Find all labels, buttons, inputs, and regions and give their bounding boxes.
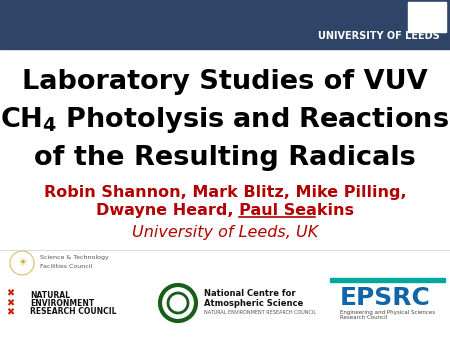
Text: National Centre for: National Centre for [204, 290, 296, 298]
Text: Facilities Council: Facilities Council [40, 265, 92, 269]
Text: Robin Shannon, Mark Blitz, Mike Pilling,: Robin Shannon, Mark Blitz, Mike Pilling, [44, 185, 406, 199]
Text: Atmospheric Science: Atmospheric Science [204, 298, 303, 308]
Bar [330, 278, 445, 282]
Text: NATURAL ENVIRONMENT RESEARCH COUNCIL: NATURAL ENVIRONMENT RESEARCH COUNCIL [204, 310, 316, 314]
Text: NATURAL: NATURAL [30, 290, 70, 299]
Bar [408, 2, 446, 32]
Text: Science & Technology: Science & Technology [40, 256, 109, 261]
Bar [0, 0, 450, 49]
Text: Laboratory Studies of VUV: Laboratory Studies of VUV [22, 69, 428, 95]
Text: University of Leeds, UK: University of Leeds, UK [132, 224, 318, 240]
Text: of the Resulting Radicals: of the Resulting Radicals [34, 145, 416, 171]
Text: ENVIRONMENT: ENVIRONMENT [30, 298, 94, 308]
Text: $\mathbf{CH_4\ Photolysis\ and\ Reactions}$: $\mathbf{CH_4\ Photolysis\ and\ Reaction… [0, 105, 450, 135]
Text: Dwayne Heard, Paul Seakins: Dwayne Heard, Paul Seakins [96, 203, 354, 218]
Text: EPSRC: EPSRC [340, 286, 431, 310]
Text: ✖
✖
✖: ✖ ✖ ✖ [6, 289, 14, 317]
Text: RESEARCH COUNCIL: RESEARCH COUNCIL [30, 307, 117, 315]
Text: UNIVERSITY OF LEEDS: UNIVERSITY OF LEEDS [318, 31, 440, 41]
Text: ☀: ☀ [17, 258, 27, 268]
Text: Engineering and Physical Sciences
Research Council: Engineering and Physical Sciences Resear… [340, 310, 435, 320]
